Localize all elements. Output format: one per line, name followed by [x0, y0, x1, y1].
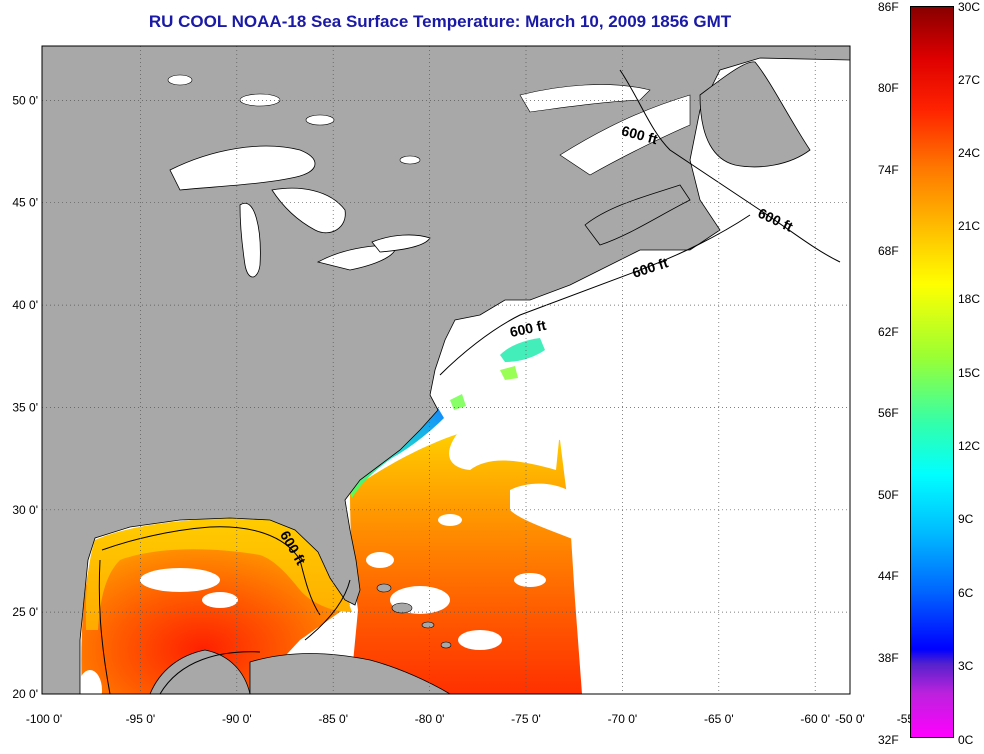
colorbar-f-label: 50F [878, 488, 899, 502]
isobath-label: 600 ft [508, 317, 547, 340]
sst-hatteras-patch [450, 394, 466, 410]
isobath-600ft-lines [98, 69, 841, 694]
colorbar-f-label: 62F [878, 325, 899, 339]
colorbar-f-label: 32F [878, 733, 899, 747]
colorbar-c-label: 3C [958, 659, 974, 673]
lon-tick: -50 0' [835, 712, 865, 726]
colorbar-c-label: 18C [958, 292, 981, 306]
lon-tick: -90 0' [222, 712, 252, 726]
colorbar-c-label: 6C [958, 586, 974, 600]
colorbar-f-label: 44F [878, 569, 899, 583]
map-frame [41, 45, 851, 695]
map-title: RU COOL NOAA-18 Sea Surface Temperature:… [148, 12, 732, 31]
colorbar-c-label: 9C [958, 512, 974, 526]
lat-tick: 40 0' [12, 298, 38, 312]
lon-tick: -80 0' [415, 712, 445, 726]
lon-tick: -65 0' [704, 712, 734, 726]
lat-tick: 20 0' [12, 687, 38, 701]
land-newfoundland [699, 61, 811, 168]
colorbar-c-label: 21C [958, 219, 981, 233]
sst-gulf-shelf [85, 517, 352, 630]
land-nova-scotia [584, 184, 691, 246]
lon-tick: -95 0' [126, 712, 156, 726]
inland-waters [167, 74, 691, 176]
land-bahamas [376, 583, 452, 649]
colorbar [910, 6, 954, 738]
lon-tick: -100 0' [26, 712, 62, 726]
colorbar-f-label: 38F [878, 651, 899, 665]
land-cuba [249, 653, 451, 694]
colorbar-f-label: 86F [878, 0, 899, 14]
lat-tick: 35 0' [12, 400, 38, 414]
lat-tick: 25 0' [12, 605, 38, 619]
colorbar-c-label: 0C [958, 733, 974, 747]
colorbar-c-label: 24C [958, 146, 981, 160]
colorbar-f-label: 68F [878, 244, 899, 258]
colorbar-c-label: 30C [958, 0, 981, 14]
lon-tick: -60 0' [800, 712, 830, 726]
lat-tick: 50 0' [12, 93, 38, 107]
lon-tick: -75 0' [511, 712, 541, 726]
sst-mid-atlantic-patch [500, 338, 545, 362]
lat-tick: 30 0' [12, 503, 38, 517]
map-grid [42, 46, 850, 694]
lat-tick: 45 0' [12, 196, 38, 210]
colorbar-f-label: 80F [878, 81, 899, 95]
sst-mid-atlantic-patch-2 [500, 366, 518, 380]
land-yucatan [149, 649, 251, 694]
colorbar-c-label: 27C [958, 73, 981, 87]
colorbar-c-label: 15C [958, 366, 981, 380]
colorbar-c-label: 12C [958, 439, 981, 453]
lon-tick: -70 0' [608, 712, 638, 726]
great-lakes [169, 145, 431, 278]
lon-tick: -85 0' [318, 712, 348, 726]
colorbar-f-label: 56F [878, 406, 899, 420]
colorbar-f-label: 74F [878, 163, 899, 177]
cloud-gaps [78, 430, 575, 694]
